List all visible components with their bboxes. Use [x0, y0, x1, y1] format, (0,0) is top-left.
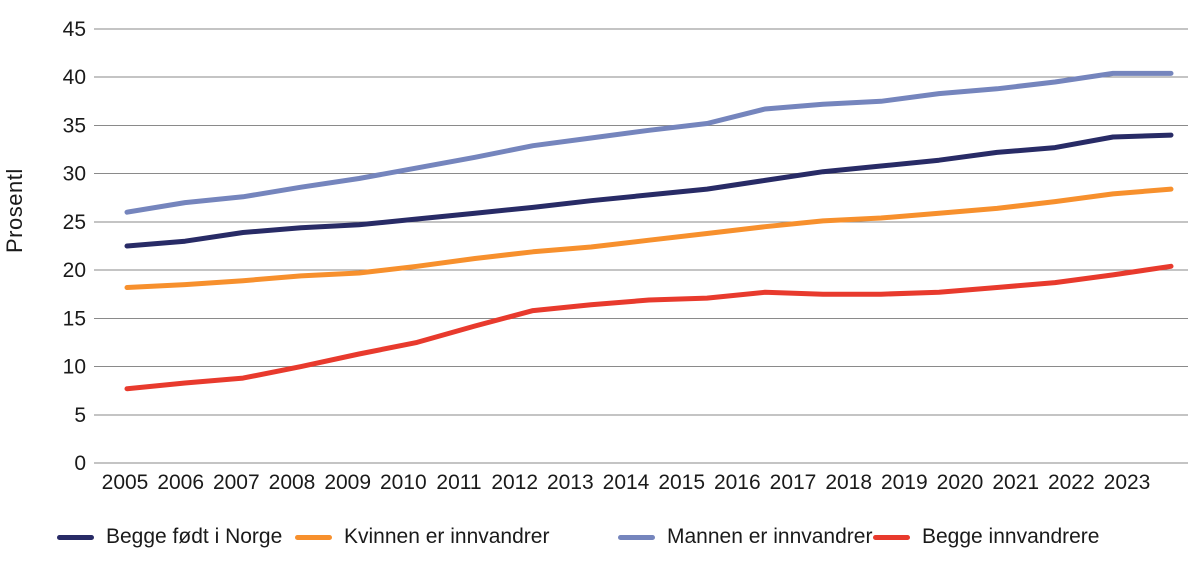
x-tick-label: 2011	[436, 471, 481, 494]
series-line-1	[124, 132, 1174, 249]
y-tick-label: 10	[63, 356, 86, 379]
legend-label: Kvinnen er innvandrer	[344, 525, 550, 548]
x-tick-label: 2022	[1048, 471, 1095, 494]
x-tick-label: 2021	[992, 471, 1039, 494]
series-line-2	[124, 186, 1174, 290]
x-tick-label: 2007	[213, 471, 260, 494]
x-tick-label: 2014	[603, 471, 650, 494]
x-tick-label: 2006	[157, 471, 204, 494]
y-tick-label: 35	[63, 114, 86, 137]
x-tick-label: 2010	[380, 471, 427, 494]
y-tick-label: 45	[63, 18, 86, 41]
y-tick-label: 0	[74, 452, 86, 475]
legend-swatch-icon	[618, 534, 655, 540]
legend-swatch-icon	[295, 534, 332, 540]
y-tick-label: 25	[63, 211, 86, 234]
legend-item-1: Begge født i Norge	[57, 522, 282, 552]
x-tick-label: 2008	[269, 471, 316, 494]
x-tick-label: 2015	[658, 471, 705, 494]
y-tick-label: 30	[63, 163, 86, 186]
x-tick-label: 2023	[1104, 471, 1151, 494]
series-line-4	[124, 263, 1174, 392]
series-line-3	[124, 70, 1174, 215]
y-tick-label: 5	[74, 404, 86, 427]
x-tick-label: 2018	[825, 471, 872, 494]
legend-label: Begge innvandrere	[922, 525, 1100, 548]
x-tick-label: 2017	[770, 471, 817, 494]
y-tick-label: 40	[63, 66, 86, 89]
legend-swatch-icon	[873, 534, 910, 540]
x-tick-label: 2009	[324, 471, 371, 494]
x-tick-label: 2013	[547, 471, 594, 494]
legend-label: Begge født i Norge	[106, 525, 283, 548]
legend-item-3: Mannen er innvandrer	[618, 522, 872, 552]
x-tick-label: 2016	[714, 471, 761, 494]
legend-item-2: Kvinnen er innvandrer	[295, 522, 549, 552]
y-tick-label: 20	[63, 259, 86, 282]
legend-item-4: Begge innvandrere	[873, 522, 1099, 552]
legend-label: Mannen er innvandrer	[667, 525, 873, 548]
x-tick-label: 2005	[102, 471, 149, 494]
x-tick-label: 2019	[881, 471, 928, 494]
y-axis-title: Prosentl	[2, 168, 27, 253]
x-tick-label: 2020	[937, 471, 984, 494]
x-tick-label: 2012	[491, 471, 538, 494]
y-tick-label: 15	[63, 307, 86, 330]
chart-legend: Begge født i Norge Kvinnen er innvandrer M…	[0, 522, 1200, 556]
legend-swatch-icon	[57, 534, 94, 540]
